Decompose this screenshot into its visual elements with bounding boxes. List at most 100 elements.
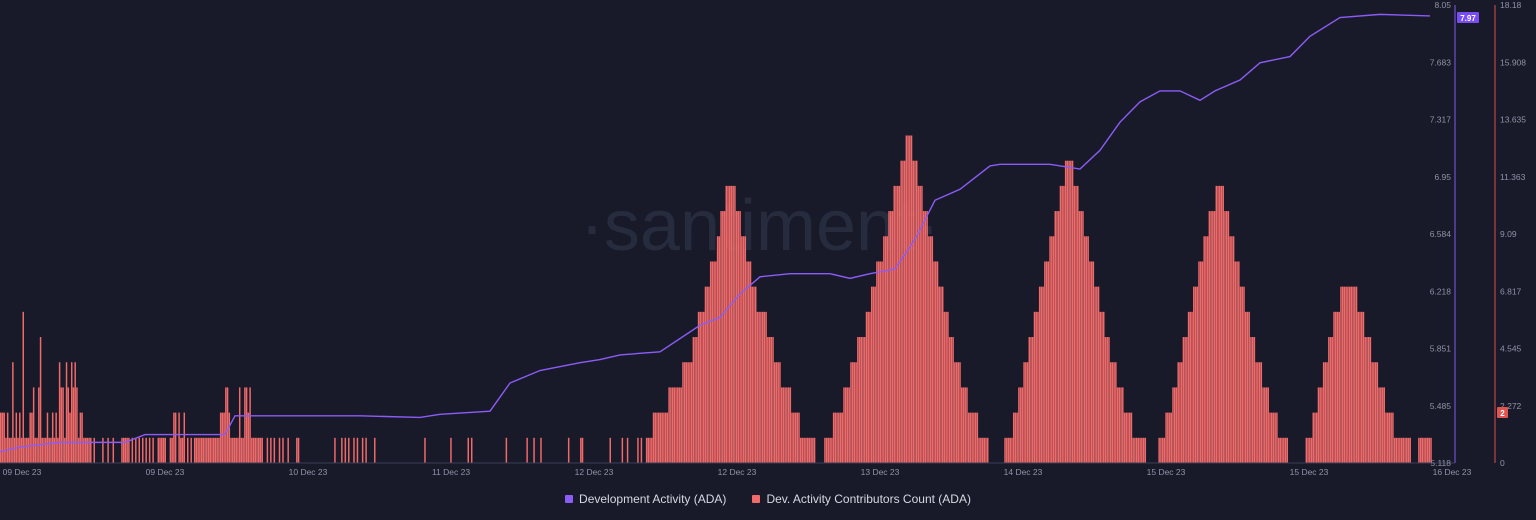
contributors-bar <box>270 437 272 463</box>
contributors-bar <box>43 437 45 463</box>
x-tick-label: 12 Dec 23 <box>718 467 757 477</box>
contributors-bar <box>1051 236 1053 463</box>
contributors-bar <box>36 437 38 463</box>
y-tick-label: 7.317 <box>1430 115 1452 125</box>
legend-item-contributors-count[interactable]: Dev. Activity Contributors Count (ADA) <box>752 492 971 506</box>
contributors-bar <box>1040 286 1043 463</box>
contributors-bar <box>841 412 844 463</box>
contributors-bar <box>152 437 154 463</box>
contributors-bar <box>1270 412 1273 463</box>
contributors-bar <box>1378 387 1380 463</box>
legend-swatch-purple <box>565 495 574 503</box>
legend-item-development-activity[interactable]: Development Activity (ADA) <box>565 492 726 506</box>
contributors-bar <box>162 437 165 463</box>
contributors-bar <box>1260 362 1263 463</box>
contributors-bar <box>348 437 350 463</box>
contributors-bar <box>730 185 733 463</box>
contributors-bar <box>193 437 196 463</box>
contributors-bar <box>1092 261 1095 463</box>
contributors-bar <box>1347 286 1349 463</box>
contributors-bar <box>1141 437 1143 463</box>
contributors-bar <box>1331 337 1334 463</box>
contributors-bar <box>890 211 892 463</box>
contributors-bar <box>242 437 244 463</box>
y-tick-label: 18.18 <box>1500 0 1522 10</box>
contributors-bar <box>124 437 127 463</box>
contributors-bar <box>1047 261 1050 463</box>
contributors-bar <box>770 337 773 463</box>
legend-label: Dev. Activity Contributors Count (ADA) <box>766 492 971 506</box>
contributors-bar <box>870 286 873 463</box>
contributors-bar <box>827 437 830 463</box>
contributors-bar <box>1404 437 1406 463</box>
contributors-bar <box>838 412 840 463</box>
contributors-bar <box>651 437 653 463</box>
contributors-bar <box>696 337 698 463</box>
contributors-bar <box>1354 286 1356 463</box>
contributors-bar <box>141 437 144 463</box>
contributors-bar <box>1406 437 1408 463</box>
contributors-bar <box>1392 412 1394 463</box>
contributors-bar <box>244 387 246 463</box>
contributors-bar <box>1189 311 1192 463</box>
contributors-bar <box>1400 437 1403 463</box>
contributors-bar <box>678 387 681 463</box>
contributors-bar <box>1402 437 1405 463</box>
contributors-bar <box>654 412 657 463</box>
contributors-bar <box>48 437 50 463</box>
contributors-bar <box>853 362 856 463</box>
contributors-bar <box>869 311 871 463</box>
contributors-bar <box>775 362 778 463</box>
contributors-bar <box>825 437 828 463</box>
contributors-bar <box>1371 362 1373 463</box>
contributors-bar <box>1399 437 1401 463</box>
contributors-bar <box>791 412 793 463</box>
contributors-bar <box>784 387 786 463</box>
contributors-bar <box>223 412 225 463</box>
contributors-bar <box>1393 437 1396 463</box>
contributors-bar <box>843 387 845 463</box>
contributors-bar <box>470 437 473 463</box>
contributors-bar <box>813 437 816 463</box>
contributors-bar <box>1116 387 1119 463</box>
contributors-bar <box>219 412 222 463</box>
y-tick-label: 6.817 <box>1500 286 1522 296</box>
contributors-bar <box>20 437 23 463</box>
contributors-bar <box>962 387 965 463</box>
contributors-bar <box>273 437 276 463</box>
contributors-bar <box>902 160 904 463</box>
contributors-bar <box>938 286 940 463</box>
contributors-bar <box>1312 412 1314 463</box>
contributors-bar <box>1281 437 1283 463</box>
contributors-bar <box>1376 362 1379 463</box>
contributors-bar <box>1167 412 1169 463</box>
contributors-bar <box>668 387 670 463</box>
watermark-text: ·santiment· <box>580 186 940 266</box>
contributors-bar <box>1203 236 1205 463</box>
contributors-bar <box>1180 362 1183 463</box>
contributors-bar <box>1428 437 1431 463</box>
contributors-bar <box>204 437 206 463</box>
contributors-bar <box>855 362 857 463</box>
contributors-bar <box>12 362 14 463</box>
contributors-bar <box>744 236 747 463</box>
contributors-bar <box>722 211 724 463</box>
contributors-bar <box>102 437 104 463</box>
contributors-bar <box>834 412 837 463</box>
contributors-bar <box>199 437 201 463</box>
contributors-bar <box>1423 437 1425 463</box>
contributors-bar <box>1418 437 1420 463</box>
contributors-bar <box>909 135 911 463</box>
contributors-bar <box>1198 261 1200 463</box>
contributors-bar <box>647 437 650 463</box>
contributors-bar <box>803 437 805 463</box>
contributors-bar <box>1035 311 1037 463</box>
contributors-bar <box>919 185 921 463</box>
contributors-bar <box>1184 337 1186 463</box>
contributors-bar <box>1037 311 1039 463</box>
contributors-bar <box>67 387 70 463</box>
contributors-bar <box>1118 387 1121 463</box>
contributors-bar <box>666 412 669 463</box>
contributors-bar <box>1066 160 1069 463</box>
contributors-bar <box>278 437 281 463</box>
